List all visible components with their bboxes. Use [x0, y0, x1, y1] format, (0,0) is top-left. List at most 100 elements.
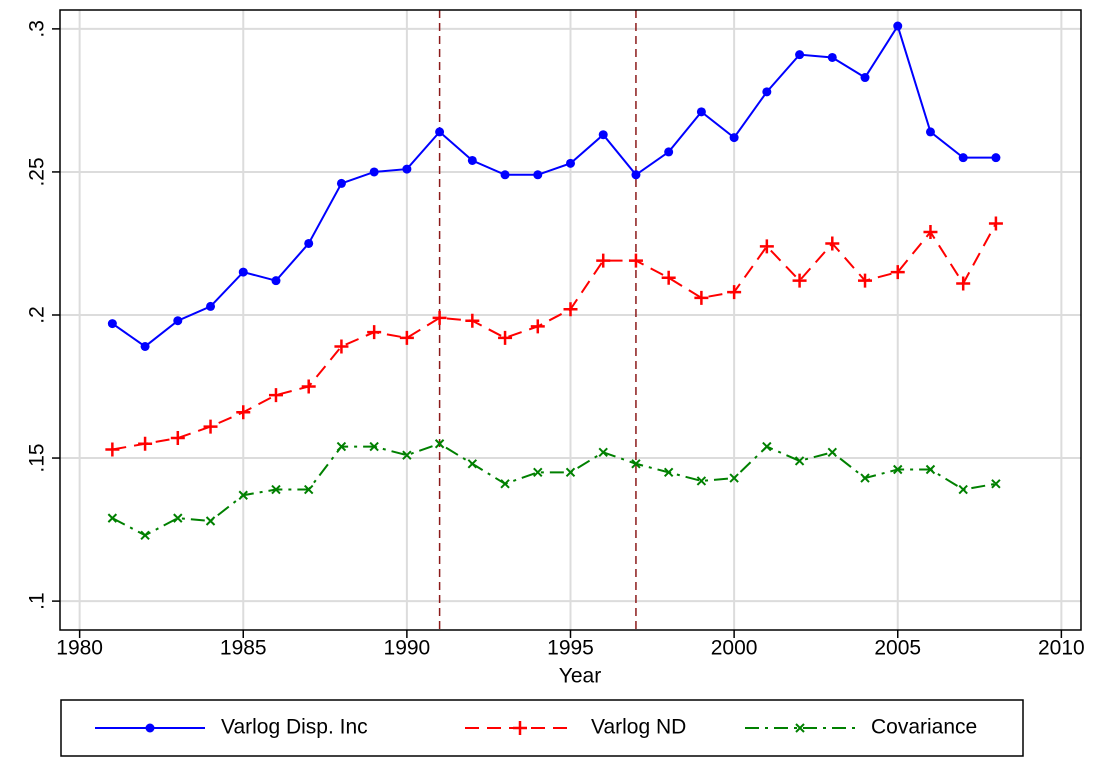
marker [956, 276, 971, 291]
y-tick-label: .15 [26, 443, 49, 472]
marker [170, 431, 185, 446]
y-tick-label: .25 [26, 157, 49, 186]
marker [304, 238, 314, 248]
marker [435, 127, 445, 137]
marker [334, 339, 349, 354]
marker [498, 330, 513, 345]
marker [858, 273, 873, 288]
marker [729, 473, 739, 483]
marker [336, 441, 347, 452]
legend-label: Covariance [871, 716, 977, 739]
marker [762, 441, 772, 452]
marker [860, 73, 870, 83]
marker [890, 265, 905, 280]
marker [399, 330, 414, 345]
marker [238, 490, 248, 500]
marker [205, 516, 216, 526]
x-tick-label: 2010 [1038, 637, 1085, 660]
marker [661, 270, 676, 285]
marker [664, 147, 674, 157]
marker [958, 484, 968, 495]
marker [794, 456, 805, 466]
marker [893, 464, 903, 475]
marker [432, 310, 447, 325]
marker [303, 484, 314, 495]
marker [268, 388, 283, 403]
series-line [111, 23, 996, 348]
marker [795, 50, 805, 60]
marker [402, 450, 412, 460]
marker [925, 127, 935, 137]
marker [367, 325, 382, 340]
x-tick-label: 2005 [874, 637, 921, 660]
marker [533, 170, 543, 180]
marker [663, 467, 674, 478]
marker [631, 459, 641, 469]
marker [729, 133, 739, 143]
marker [203, 419, 218, 434]
x-tick-label: 1985 [220, 637, 267, 660]
marker [759, 239, 774, 254]
marker [825, 236, 840, 251]
marker [694, 290, 709, 305]
plot-frame [59, 9, 1082, 631]
marker [762, 87, 772, 97]
legend-label: Varlog Disp. Inc [221, 716, 368, 739]
series-line [112, 222, 997, 451]
marker [565, 467, 576, 478]
marker [107, 319, 117, 329]
marker [467, 155, 477, 165]
series-line [111, 442, 997, 537]
marker [530, 319, 545, 334]
marker [369, 441, 379, 452]
marker [860, 473, 870, 483]
marker [238, 267, 248, 277]
y-tick-label: .2 [26, 306, 49, 324]
marker [465, 313, 480, 328]
x-tick-label: 2000 [711, 637, 758, 660]
marker [628, 253, 643, 268]
marker [301, 379, 316, 394]
marker [598, 130, 608, 140]
marker [598, 447, 608, 458]
y-tick-label: .1 [26, 592, 49, 610]
legend-marker [145, 723, 155, 733]
marker [105, 442, 120, 457]
marker [336, 178, 346, 188]
marker [631, 170, 641, 180]
marker [271, 484, 281, 495]
marker [727, 285, 742, 300]
marker [206, 301, 216, 311]
marker [533, 467, 543, 478]
marker [140, 341, 150, 351]
x-axis-label: Year [559, 665, 601, 688]
marker [500, 479, 510, 489]
marker [500, 170, 510, 180]
marker [696, 476, 707, 486]
marker [792, 273, 807, 288]
marker [140, 530, 150, 541]
marker [696, 107, 706, 117]
marker [369, 167, 379, 177]
marker [925, 464, 936, 475]
legend-label: Varlog ND [591, 716, 686, 739]
marker [467, 459, 478, 469]
marker [991, 153, 1001, 163]
marker [563, 302, 578, 317]
marker [827, 52, 837, 62]
x-tick-label: 1980 [56, 637, 103, 660]
marker [271, 276, 281, 286]
x-tick-label: 1995 [547, 637, 594, 660]
marker [958, 153, 968, 163]
marker [827, 447, 838, 458]
marker [988, 216, 1003, 231]
marker [173, 316, 183, 326]
marker [596, 253, 611, 268]
marker [434, 439, 445, 449]
legend-marker [513, 721, 527, 735]
legend-marker [795, 723, 805, 733]
marker [173, 513, 183, 523]
marker [236, 405, 251, 420]
marker [991, 479, 1001, 489]
marker [402, 164, 412, 174]
